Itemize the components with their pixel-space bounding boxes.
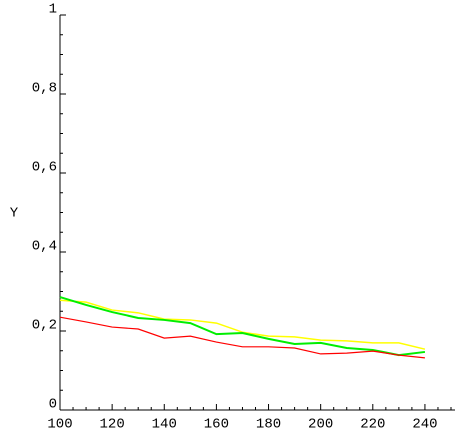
x-tick-label: 140	[152, 417, 177, 433]
x-tick-label: 220	[360, 417, 385, 433]
y-tick-label: 1	[49, 2, 57, 18]
y-tick-label: 0,2	[32, 318, 57, 334]
x-tick-label: 180	[256, 417, 281, 433]
x-tick-label: 160	[204, 417, 229, 433]
y-tick-label: 0,4	[32, 239, 57, 255]
x-tick-label: 200	[308, 417, 333, 433]
x-tick-label: 120	[100, 417, 125, 433]
y-tick-label: 0,6	[32, 160, 57, 176]
x-tick-label: 100	[47, 417, 72, 433]
y-tick-label: 0,8	[32, 81, 57, 97]
series-line	[59, 296, 426, 357]
series-line	[59, 299, 426, 350]
x-tick-label: 240	[412, 417, 437, 433]
y-axis-label: Y	[10, 206, 19, 222]
series-line	[59, 316, 425, 359]
y-tick-label: 0	[49, 397, 57, 413]
